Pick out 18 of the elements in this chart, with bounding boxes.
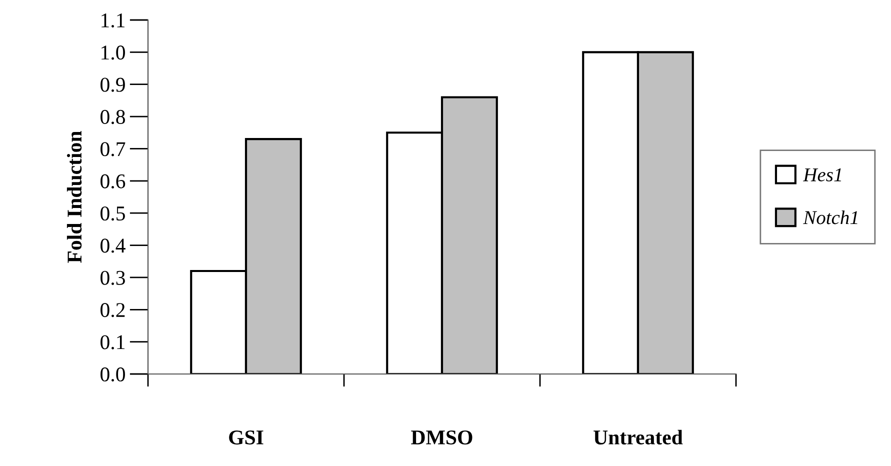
y-tick-label: 0.2: [100, 303, 125, 318]
y-tick-label: 1.1: [102, 13, 125, 28]
x-tick-label: DMSO: [411, 430, 472, 444]
y-tick-label: 0.4: [100, 238, 126, 253]
y-tick-label: 0.9: [100, 78, 125, 92]
x-tick-label: Untreated: [594, 430, 683, 444]
y-tick-label: 0.5: [100, 206, 125, 221]
legend-label: Hes1: [802, 168, 842, 182]
y-tick-label: 1.0: [102, 46, 125, 60]
x-tick-label: GSI: [229, 430, 264, 444]
y-tick-label: 0.1: [100, 335, 125, 350]
y-tick-label: 0.0: [100, 367, 125, 382]
legend-label: Notch1: [803, 210, 858, 224]
y-axis-title: Fold Induction: [66, 131, 82, 263]
y-tick-label: 0.8: [100, 110, 125, 124]
y-tick-label: 0.7: [100, 142, 126, 156]
y-tick-label: 0.6: [100, 174, 126, 188]
y-tick-label: 0.3: [100, 270, 125, 285]
